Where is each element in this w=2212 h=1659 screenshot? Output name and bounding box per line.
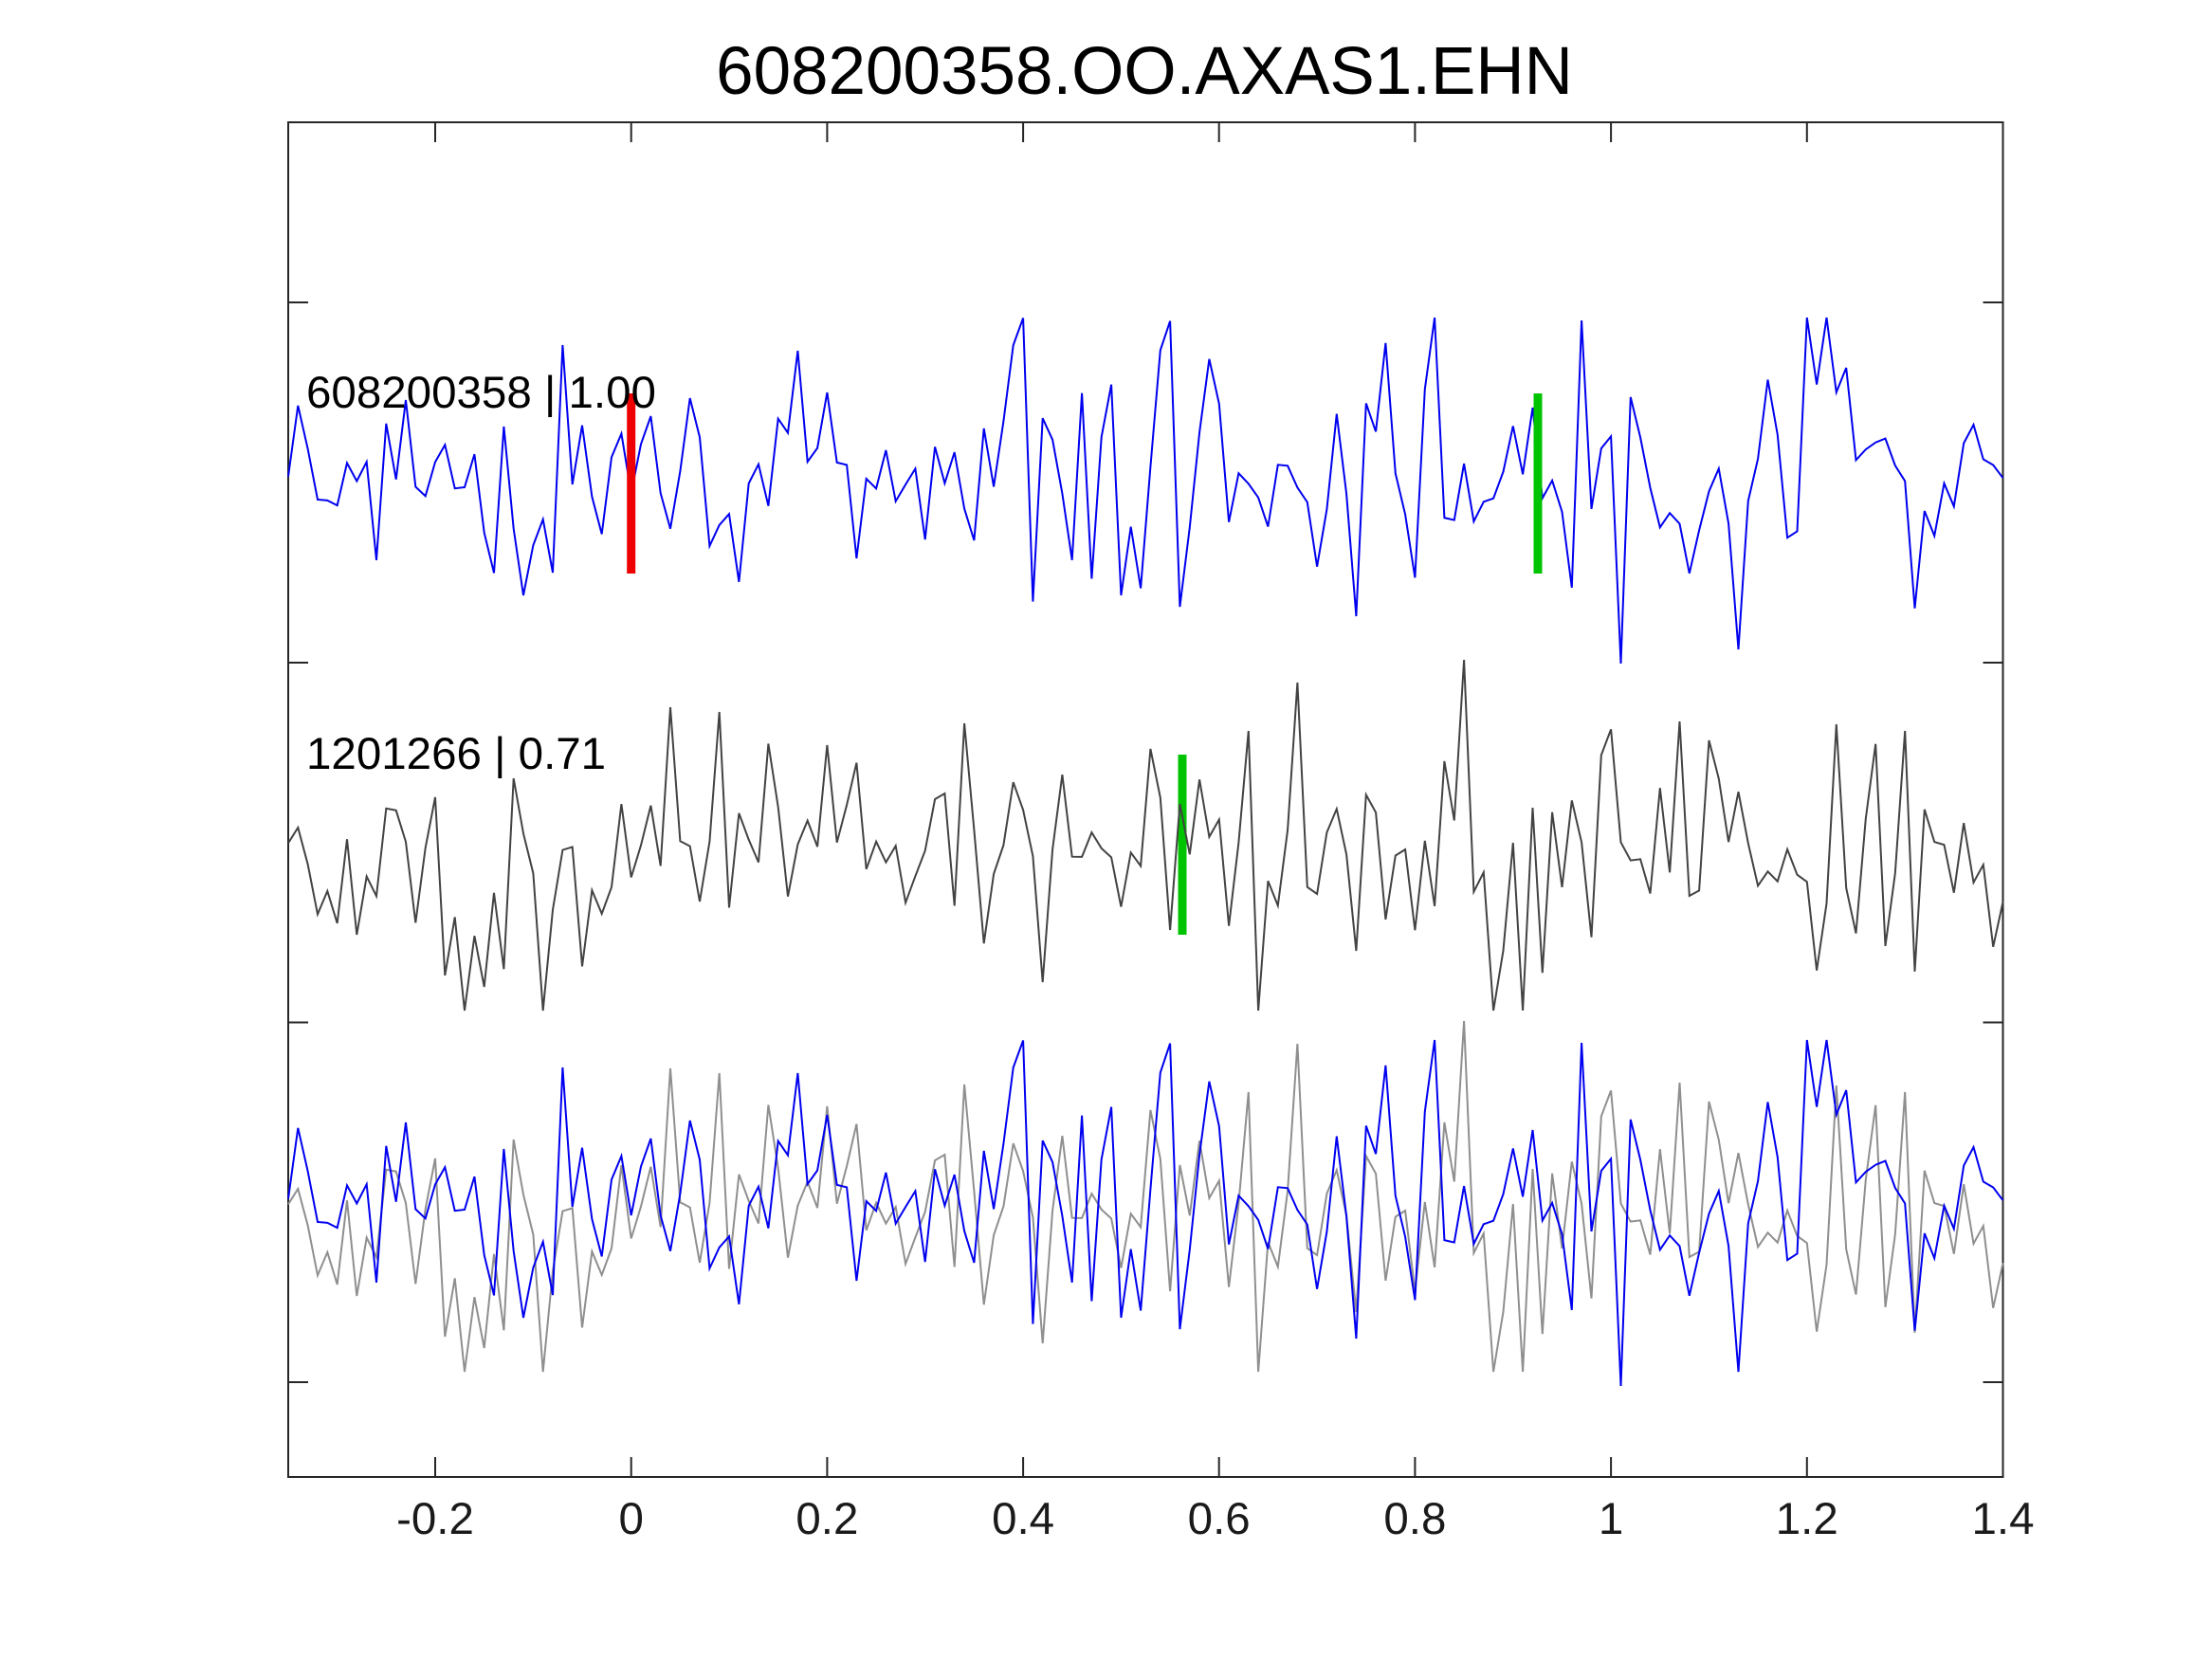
svg-text:0.8: 0.8: [1383, 1494, 1446, 1544]
svg-text:0: 0: [618, 1494, 643, 1544]
svg-text:1201266 | 0.71: 1201266 | 0.71: [306, 729, 606, 779]
svg-text:0.6: 0.6: [1188, 1494, 1251, 1544]
svg-text:608200358 | 1.00: 608200358 | 1.00: [306, 368, 656, 418]
svg-text:-0.2: -0.2: [396, 1494, 474, 1544]
svg-text:0.4: 0.4: [992, 1494, 1054, 1544]
svg-text:608200358.OO.AXAS1.EHN: 608200358.OO.AXAS1.EHN: [716, 34, 1573, 109]
svg-text:0.2: 0.2: [795, 1494, 858, 1544]
svg-text:1: 1: [1599, 1494, 1623, 1544]
svg-text:1.2: 1.2: [1776, 1494, 1838, 1544]
svg-text:1.4: 1.4: [1971, 1494, 2034, 1544]
